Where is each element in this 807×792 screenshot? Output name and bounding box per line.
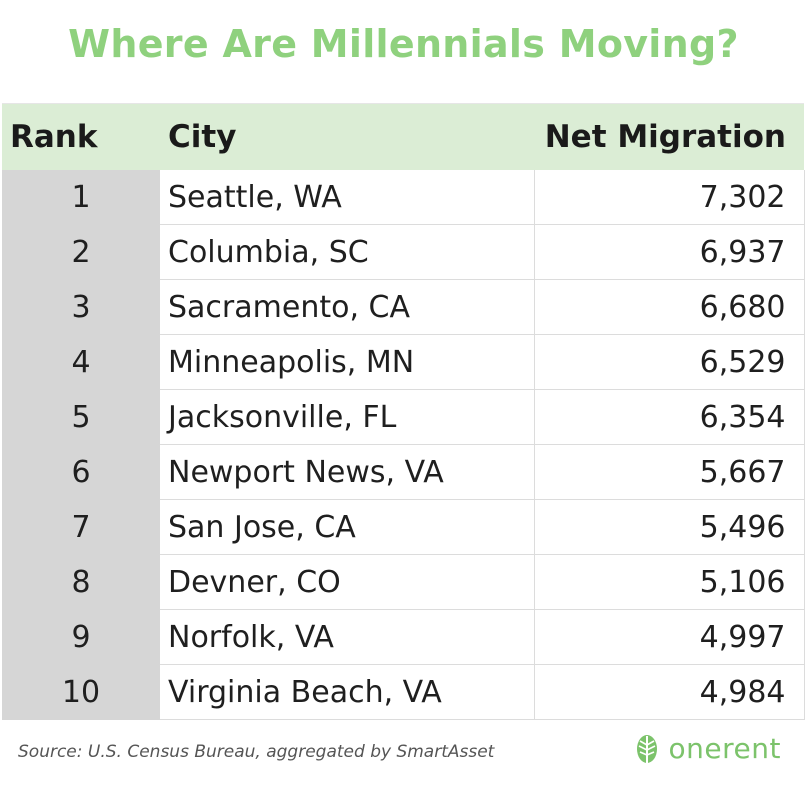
city-cell: Norfolk, VA <box>160 609 535 665</box>
table-row: 2 Columbia, SC 6,937 <box>2 224 805 280</box>
city-cell: Minneapolis, MN <box>160 334 535 390</box>
net-migration-cell: 4,984 <box>534 664 805 720</box>
table-row: 8 Devner, CO 5,106 <box>2 554 805 610</box>
net-migration-cell: 7,302 <box>534 170 805 225</box>
table-row: 5 Jacksonville, FL 6,354 <box>2 389 805 445</box>
net-migration-cell: 6,354 <box>534 389 805 445</box>
header-rank: Rank <box>2 103 160 170</box>
rank-cell: 9 <box>2 609 160 665</box>
rank-cell: 8 <box>2 554 160 610</box>
table-row: 3 Sacramento, CA 6,680 <box>2 279 805 335</box>
net-migration-cell: 6,529 <box>534 334 805 390</box>
source-note: Source: U.S. Census Bureau, aggregated b… <box>18 742 495 762</box>
rank-cell: 10 <box>2 664 160 720</box>
rank-cell: 5 <box>2 389 160 445</box>
table-row: 6 Newport News, VA 5,667 <box>2 444 805 500</box>
city-cell: Newport News, VA <box>160 444 535 500</box>
logo-text: onerent <box>668 732 781 765</box>
city-cell: Jacksonville, FL <box>160 389 535 445</box>
city-cell: San Jose, CA <box>160 499 535 555</box>
rank-cell: 1 <box>2 170 160 225</box>
rank-cell: 3 <box>2 279 160 335</box>
city-cell: Seattle, WA <box>160 170 535 225</box>
header-city: City <box>160 103 534 170</box>
city-cell: Sacramento, CA <box>160 279 535 335</box>
table-header-row: Rank City Net Migration <box>2 103 804 170</box>
table-row: 4 Minneapolis, MN 6,529 <box>2 334 805 390</box>
table-row: 7 San Jose, CA 5,496 <box>2 499 805 555</box>
rank-cell: 6 <box>2 444 160 500</box>
rank-cell: 2 <box>2 224 160 280</box>
leaf-icon <box>636 734 657 763</box>
net-migration-cell: 5,496 <box>534 499 805 555</box>
net-migration-cell: 6,680 <box>534 279 805 335</box>
net-migration-cell: 5,106 <box>534 554 805 610</box>
table-row: 9 Norfolk, VA 4,997 <box>2 609 805 665</box>
table-row: 1 Seattle, WA 7,302 <box>2 170 805 225</box>
table-row: 10 Virginia Beach, VA 4,984 <box>2 664 805 720</box>
rank-cell: 4 <box>2 334 160 390</box>
header-net-migration: Net Migration <box>534 103 804 170</box>
net-migration-cell: 5,667 <box>534 444 805 500</box>
net-migration-cell: 4,997 <box>534 609 805 665</box>
city-cell: Columbia, SC <box>160 224 535 280</box>
net-migration-cell: 6,937 <box>534 224 805 280</box>
onerent-logo: onerent <box>631 732 781 765</box>
city-cell: Devner, CO <box>160 554 535 610</box>
rank-cell: 7 <box>2 499 160 555</box>
migration-table: Rank City Net Migration 1 Seattle, WA 7,30… <box>2 103 805 720</box>
city-cell: Virginia Beach, VA <box>160 664 535 720</box>
page-title: Where Are Millennials Moving? <box>68 22 739 66</box>
